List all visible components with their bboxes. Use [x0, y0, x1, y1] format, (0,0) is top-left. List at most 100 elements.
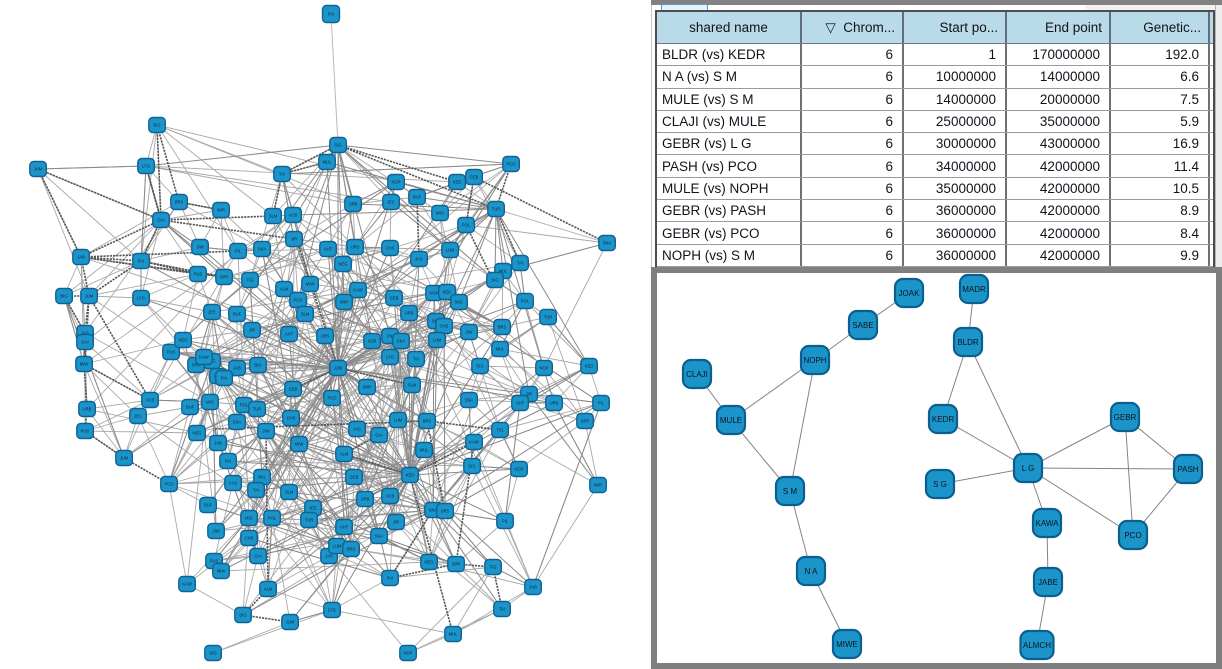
svg-text:NEG: NEG — [178, 338, 187, 343]
svg-text:NOP: NOP — [391, 180, 400, 185]
svg-text:LUM: LUM — [446, 248, 455, 253]
svg-text:SPR: SPR — [581, 419, 590, 424]
svg-text:MIG: MIG — [206, 400, 214, 405]
svg-text:SPR: SPR — [220, 275, 229, 280]
svg-text:KEDR: KEDR — [932, 415, 954, 424]
svg-text:NOP: NOP — [514, 467, 523, 472]
svg-text:ACB: ACB — [386, 494, 395, 499]
svg-text:SIG: SIG — [491, 278, 498, 283]
svg-text:KED: KED — [453, 180, 462, 185]
svg-text:JAS: JAS — [415, 257, 423, 262]
svg-text:GAI: GAI — [81, 340, 88, 345]
svg-text:URB: URB — [361, 497, 370, 502]
svg-text:JIR: JIR — [291, 237, 297, 242]
svg-text:PAI: PAI — [221, 376, 227, 381]
svg-text:TIG: TIG — [247, 278, 254, 283]
svg-text:KAWA: KAWA — [1036, 519, 1060, 528]
svg-text:GEBR: GEBR — [1114, 413, 1137, 422]
svg-text:PASH: PASH — [1177, 465, 1198, 474]
svg-text:NOP: NOP — [429, 291, 438, 296]
svg-text:SLM: SLM — [301, 312, 310, 317]
svg-text:JIW: JIW — [212, 529, 219, 534]
svg-text:POL: POL — [240, 403, 249, 408]
svg-text:SIG: SIG — [209, 651, 216, 656]
svg-text:SLM: SLM — [285, 490, 294, 495]
svg-text:TIG: TIG — [497, 428, 504, 433]
svg-text:GEB: GEB — [390, 296, 399, 301]
svg-text:URB: URB — [83, 407, 92, 412]
svg-text:SIG: SIG — [468, 464, 475, 469]
svg-text:POL: POL — [268, 516, 277, 521]
svg-text:BUF: BUF — [186, 405, 195, 410]
svg-text:SKA: SKA — [375, 534, 384, 539]
svg-text:NEG: NEG — [338, 262, 347, 267]
svg-text:LYG: LYG — [142, 164, 150, 169]
svg-text:AHT: AHT — [516, 401, 525, 406]
svg-text:PCO: PCO — [293, 298, 303, 303]
svg-text:LUM: LUM — [394, 418, 403, 423]
svg-text:SLM: SLM — [269, 214, 278, 219]
svg-text:PUS: PUS — [210, 559, 219, 564]
svg-text:PIL: PIL — [598, 401, 605, 406]
svg-text:LUM: LUM — [333, 544, 342, 549]
svg-text:TUR: TUR — [305, 518, 314, 523]
svg-text:AHT: AHT — [285, 332, 294, 337]
svg-text:KAW: KAW — [199, 355, 208, 360]
svg-text:N A: N A — [805, 567, 819, 576]
svg-text:MIWE: MIWE — [836, 640, 858, 649]
svg-text:JAS: JAS — [325, 554, 333, 559]
svg-text:KAW: KAW — [182, 582, 191, 587]
svg-text:LYG: LYG — [386, 355, 394, 360]
svg-text:JUM: JUM — [334, 366, 343, 371]
svg-text:BUF: BUF — [233, 312, 242, 317]
svg-text:MUL: MUL — [496, 347, 506, 352]
svg-text:NOP: NOP — [403, 651, 412, 656]
svg-text:JIR: JIR — [526, 392, 532, 397]
svg-text:SIG: SIG — [476, 364, 483, 369]
svg-text:SKA: SKA — [233, 420, 242, 425]
svg-text:PAI: PAI — [328, 12, 334, 17]
svg-text:MUL: MUL — [420, 448, 430, 453]
svg-text:POL: POL — [462, 223, 471, 228]
svg-text:KED: KED — [585, 364, 594, 369]
svg-text:MIW: MIW — [80, 362, 89, 367]
svg-text:PAI: PAI — [387, 576, 393, 581]
svg-text:PCO: PCO — [506, 162, 516, 167]
svg-text:NOPH: NOPH — [803, 356, 826, 365]
svg-text:TUR: TUR — [492, 207, 501, 212]
svg-text:TAI: TAI — [279, 172, 285, 177]
svg-text:SLM: SLM — [408, 383, 417, 388]
svg-text:LYG: LYG — [137, 296, 145, 301]
svg-text:TUR: TUR — [544, 315, 553, 320]
svg-text:PCO: PCO — [164, 482, 174, 487]
svg-text:MIW: MIW — [306, 282, 315, 287]
svg-text:ACB: ACB — [146, 398, 155, 403]
svg-text:PAI: PAI — [225, 459, 231, 464]
svg-text:WIR: WIR — [594, 483, 602, 488]
svg-text:URB: URB — [349, 202, 358, 207]
svg-text:LUM: LUM — [433, 338, 442, 343]
svg-text:MIW: MIW — [295, 442, 304, 447]
svg-text:JIW: JIW — [465, 330, 472, 335]
svg-text:BRS: BRS — [423, 419, 432, 424]
svg-text:MIG: MIG — [245, 516, 253, 521]
svg-text:JAB: JAB — [214, 441, 222, 446]
svg-text:ALM: ALM — [280, 287, 289, 292]
svg-text:ACB: ACB — [368, 339, 377, 344]
svg-text:PIL: PIL — [387, 334, 394, 339]
svg-text:JIW: JIW — [196, 245, 203, 250]
svg-text:TAI: TAI — [253, 488, 259, 493]
svg-text:KED: KED — [443, 290, 452, 295]
svg-text:SKA: SKA — [258, 247, 267, 252]
svg-text:MUL: MUL — [449, 632, 459, 637]
svg-text:URB: URB — [405, 311, 414, 316]
svg-text:BIG: BIG — [239, 613, 246, 618]
svg-text:MIG: MIG — [455, 300, 463, 305]
svg-text:BIG: BIG — [254, 363, 261, 368]
svg-text:BRS: BRS — [175, 200, 184, 205]
svg-text:SKA: SKA — [397, 339, 406, 344]
svg-text:SPR: SPR — [192, 363, 201, 368]
svg-text:S M: S M — [783, 487, 798, 496]
svg-text:BUF: BUF — [204, 503, 213, 508]
svg-text:CHS: CHS — [386, 246, 395, 251]
